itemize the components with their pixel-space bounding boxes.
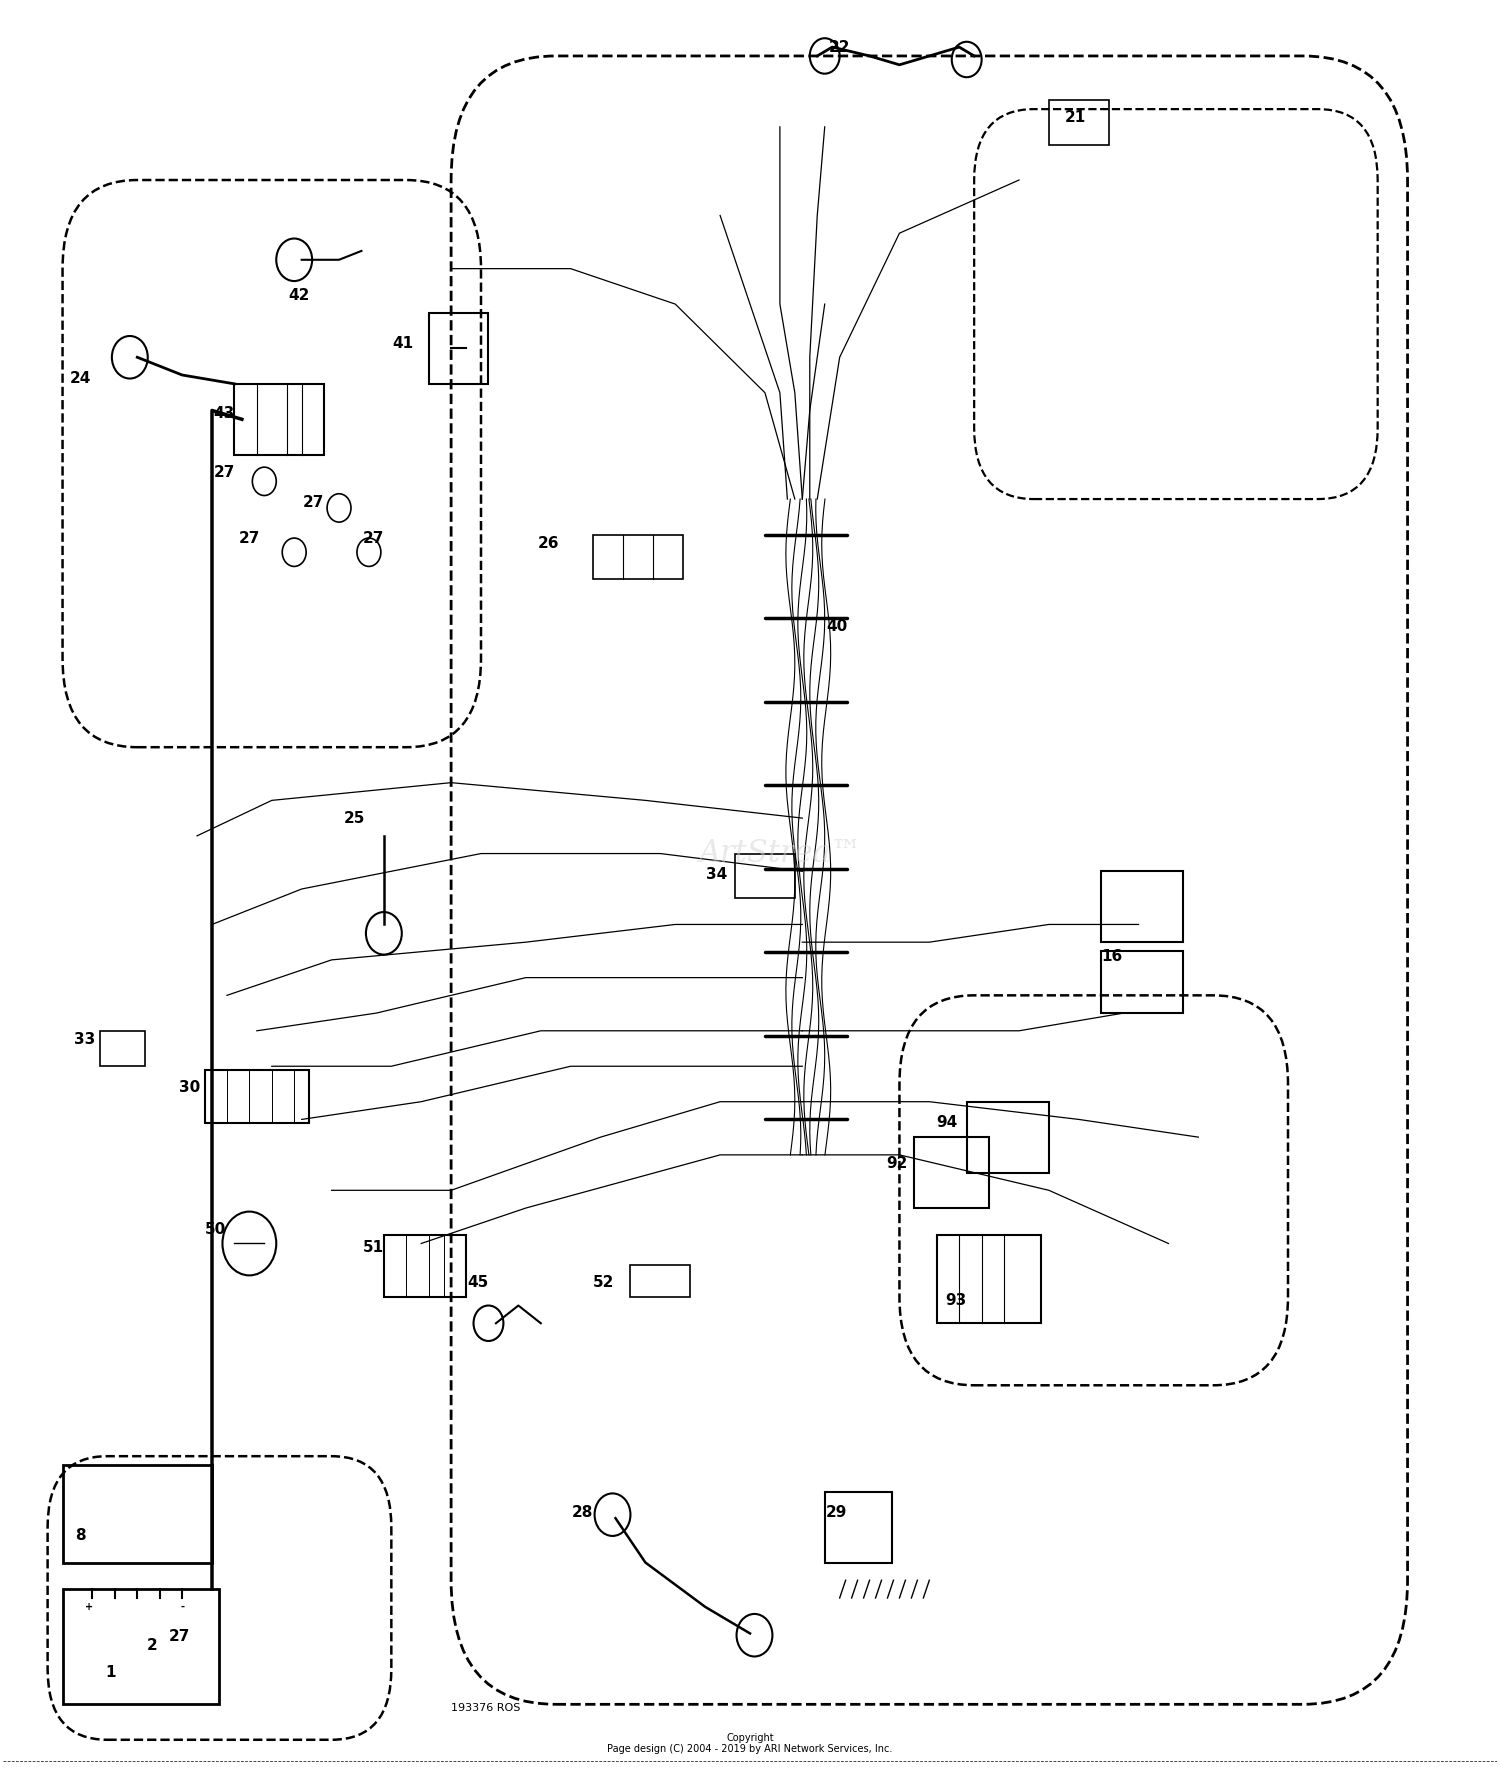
Text: +: + (86, 1602, 93, 1613)
Text: -: - (180, 1602, 184, 1613)
Text: 193376 ROS: 193376 ROS (452, 1703, 520, 1712)
Text: 16: 16 (1101, 949, 1122, 964)
Bar (938, 1234, 1041, 1323)
Bar (825, 1492, 892, 1563)
Text: 27: 27 (363, 530, 384, 546)
Text: 28: 28 (572, 1506, 594, 1520)
Text: 24: 24 (70, 372, 92, 386)
Text: 43: 43 (213, 407, 234, 421)
Text: 27: 27 (168, 1629, 190, 1645)
Bar (1048, 100, 1108, 144)
Bar (100, 1031, 144, 1067)
Bar (915, 1138, 989, 1207)
Text: 51: 51 (363, 1239, 384, 1255)
Bar (63, 1590, 219, 1705)
Bar (630, 1264, 690, 1296)
Bar (1101, 951, 1184, 1013)
Text: 34: 34 (706, 868, 728, 882)
Text: 25: 25 (344, 811, 364, 825)
Bar (966, 1102, 1048, 1173)
Text: 27: 27 (213, 466, 234, 480)
Text: 2: 2 (147, 1638, 158, 1654)
Bar (1101, 871, 1184, 942)
Text: ArtStrea™: ArtStrea™ (699, 837, 861, 869)
Bar (204, 1070, 309, 1124)
Text: 22: 22 (830, 39, 850, 55)
Text: 93: 93 (945, 1293, 968, 1307)
Bar (63, 1465, 211, 1563)
Text: 45: 45 (468, 1275, 489, 1291)
Bar (429, 313, 489, 384)
Text: 26: 26 (537, 535, 560, 551)
Text: 94: 94 (936, 1115, 958, 1131)
Text: 30: 30 (178, 1079, 200, 1095)
Bar (384, 1234, 466, 1296)
Text: 41: 41 (393, 336, 414, 350)
Text: 40: 40 (827, 619, 848, 635)
Text: 52: 52 (592, 1275, 613, 1291)
Bar (735, 853, 795, 898)
Text: 27: 27 (238, 530, 260, 546)
Text: 8: 8 (75, 1529, 86, 1543)
Text: 21: 21 (1065, 110, 1086, 126)
Bar (592, 535, 682, 580)
Text: 29: 29 (827, 1506, 848, 1520)
Text: 1: 1 (105, 1664, 116, 1680)
Text: 33: 33 (75, 1033, 96, 1047)
Bar (234, 384, 324, 455)
Text: Copyright
Page design (C) 2004 - 2019 by ARI Network Services, Inc.: Copyright Page design (C) 2004 - 2019 by… (608, 1732, 892, 1755)
Text: 92: 92 (886, 1156, 908, 1172)
Text: 27: 27 (303, 494, 324, 510)
Text: 42: 42 (288, 288, 309, 302)
Text: 50: 50 (204, 1221, 225, 1237)
